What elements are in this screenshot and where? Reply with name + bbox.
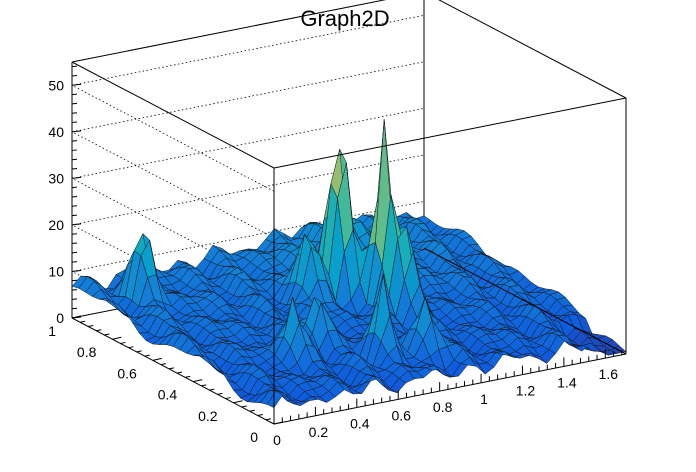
y-tick-28 [217,392,223,395]
y-tick-36 [201,384,207,387]
z-tick-label-2: 20 [48,217,64,233]
z-tick-2 [71,307,78,310]
y-tick-96 [79,320,86,323]
y-tick-44 [185,375,191,378]
y-tick-label-0: 0 [250,429,258,445]
x-tick-label-2: 0.4 [350,416,370,432]
z-tick-16 [71,242,78,245]
z-tick-54 [71,65,78,68]
z-tick-26 [71,195,78,198]
z-tick-20 [71,223,82,226]
x-tick-label-8: 1.6 [599,366,619,382]
y-tick-72 [128,346,134,349]
z-tick-18 [71,233,78,235]
z-tick-50 [71,83,82,86]
y-tick-4 [265,418,272,421]
z-grid-back-5 [71,14,425,86]
top-right-edge [438,0,627,99]
floor-right-edge [423,247,627,355]
y-tick-0 [273,421,284,425]
y-tick-24 [225,397,231,400]
y-tick-12 [249,409,255,412]
z-grid-left-4 [71,131,275,239]
x-tick-label-1: 0.2 [309,424,329,440]
z-tick-4 [71,298,78,300]
z-tick-38 [71,140,78,142]
y-tick-label-3: 0.6 [117,365,137,381]
y-tick-76 [120,341,126,344]
z-tick-label-0: 0 [56,310,64,326]
z-tick-36 [71,149,78,151]
z-tick-10 [71,269,82,272]
z-tick-34 [71,158,78,161]
y-tick-16 [241,405,247,408]
z-axis: 0 10 20 30 40 50 [48,62,82,326]
y-tick-60 [152,357,162,361]
x-axis: 0 0.2 0.4 0.6 0.8 1 1.2 1.4 1.6 [273,349,623,448]
x-tick-label-4: 0.8 [433,399,453,415]
y-tick-label-5: 1 [48,323,56,339]
z-tick-label-4: 40 [48,124,64,140]
top-back-edge [71,0,387,63]
y-tick-80 [112,336,122,340]
y-tick-100 [71,315,82,319]
y-tick-32 [209,388,215,391]
y-tick-20 [233,400,243,404]
z-grid-back-4 [71,61,425,133]
axis-frame [273,0,627,425]
y-tick-52 [168,367,175,370]
z-tick-40 [71,130,82,133]
z-tick-30 [71,176,82,179]
z-tick-32 [71,168,78,170]
y-tick-40 [193,379,203,383]
z-tick-12 [71,261,78,263]
z-tick-22 [71,214,78,217]
y-tick-64 [144,354,150,357]
surface-mesh [71,119,627,408]
y-tick-label-1: 0.2 [198,408,218,424]
z-tick-46 [71,102,78,105]
top-left-edge [71,61,275,169]
z-tick-label-1: 10 [48,263,64,279]
y-axis: 0 0.2 0.4 0.6 0.8 1 [48,315,284,445]
y-tick-label-2: 0.4 [158,387,178,403]
z-tick-28 [71,186,78,189]
y-tick-84 [104,333,110,336]
floor-front-edge [273,353,627,425]
z-tick-6 [71,289,78,291]
x-tick-label-6: 1.2 [516,383,536,399]
z-tick-14 [71,251,78,254]
y-tick-68 [136,350,142,353]
y-tick-92 [88,324,94,327]
y-tick-label-4: 0.8 [77,344,97,360]
x-tick-label-0: 0 [273,432,281,448]
x-tick-label-3: 0.6 [392,407,412,423]
z-tick-52 [71,74,78,77]
x-tick-label-7: 1.4 [557,374,577,390]
z-grid-back-3 [71,107,425,179]
y-tick-8 [257,414,263,417]
x-tick-label-5: 1 [480,391,488,407]
z-tick-44 [71,112,78,114]
z-tick-label-5: 50 [48,77,64,93]
y-tick-56 [160,363,166,366]
chart-title: Graph2D [300,6,389,31]
z-tick-24 [71,205,78,207]
z-grid-back-2 [71,154,425,226]
top-front-edge [273,97,627,169]
y-tick-88 [96,329,102,332]
z-tick-42 [71,121,78,124]
z-tick-label-3: 30 [48,170,64,186]
y-tick-48 [176,371,183,374]
z-tick-48 [71,93,78,96]
z-tick-8 [71,279,78,282]
z-grid-left-5 [71,84,275,192]
floor-left-edge [71,317,275,425]
